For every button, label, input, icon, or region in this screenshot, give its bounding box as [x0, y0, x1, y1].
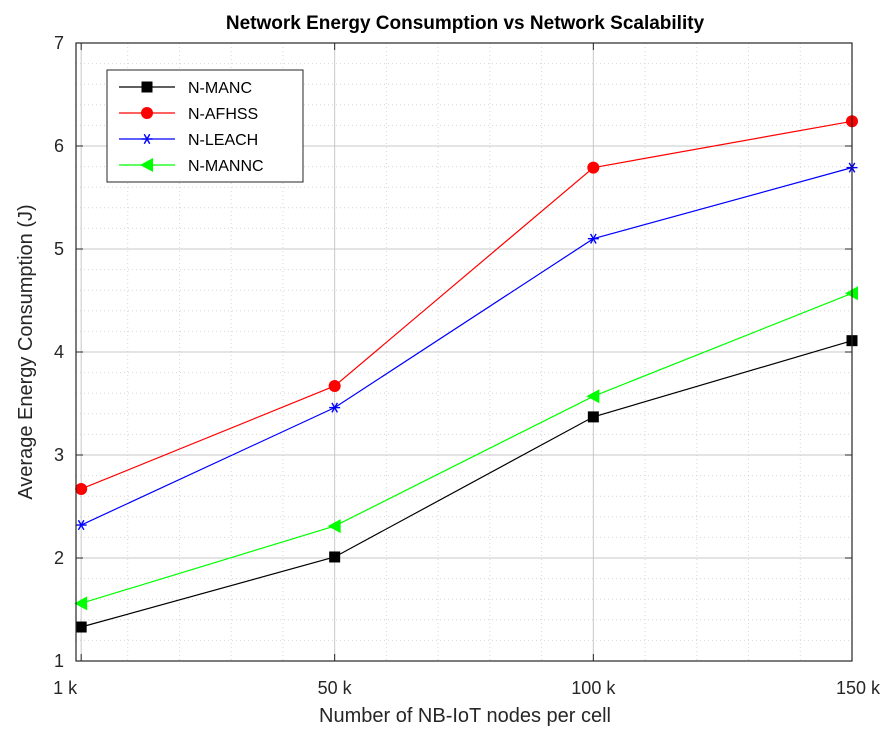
x-tick-label: 100 k	[571, 678, 616, 698]
data-point	[586, 389, 600, 404]
series-line	[81, 340, 853, 628]
y-tick-label: 7	[54, 33, 64, 53]
series-line	[80, 292, 853, 604]
data-point	[140, 158, 153, 172]
legend-label: N-MANNC	[188, 158, 264, 175]
legend-entry: N-MANC	[119, 80, 252, 97]
data-point	[587, 161, 600, 174]
data-point	[75, 519, 87, 531]
y-tick-label: 5	[54, 239, 64, 259]
y-tick-label: 4	[54, 342, 64, 362]
axes	[75, 42, 853, 662]
data-point	[141, 133, 153, 145]
data-point	[74, 596, 88, 611]
data-point	[587, 411, 599, 423]
data-point	[327, 519, 341, 534]
y-axis-label: Average Energy Consumption (J)	[15, 204, 37, 499]
legend-entry: N-LEACH	[119, 132, 258, 149]
data-point	[587, 233, 599, 244]
data-point	[329, 551, 341, 563]
data-point	[141, 81, 153, 93]
series-line	[80, 167, 853, 526]
legend-box	[106, 69, 304, 183]
x-tick-label: 1 k	[53, 678, 78, 698]
x-tick-label: 150 k	[836, 678, 881, 698]
x-axis-label: Number of NB-IoT nodes per cell	[319, 705, 611, 727]
legend-entry: N-AFHSS	[119, 106, 258, 123]
x-tick-label: 50 k	[318, 678, 353, 698]
legend-label: N-MANC	[188, 80, 252, 97]
data-point	[329, 402, 341, 413]
series-line	[80, 120, 853, 490]
y-tick-label: 1	[54, 651, 64, 671]
y-tick-label: 6	[54, 136, 64, 156]
data-point	[141, 107, 153, 119]
tick-labels: 1 2 3 4 5 6 7 1 k 50 k 100 k 150 k	[53, 33, 881, 698]
data-point	[75, 482, 88, 495]
legend-label: N-LEACH	[188, 132, 258, 149]
y-tick-label: 2	[54, 548, 64, 568]
data-point	[75, 621, 87, 633]
series-layer	[74, 115, 858, 633]
legend-label: N-AFHSS	[188, 106, 258, 123]
chart-title: Network Energy Consumption vs Network Sc…	[226, 13, 705, 34]
legend-entry: N-MANNC	[119, 158, 264, 175]
y-tick-label: 3	[54, 445, 64, 465]
data-point	[328, 379, 341, 392]
legend: N-MANC N-AFHSS N-LEACH N-MANNC	[106, 69, 304, 183]
series-n-afhss	[75, 115, 858, 495]
